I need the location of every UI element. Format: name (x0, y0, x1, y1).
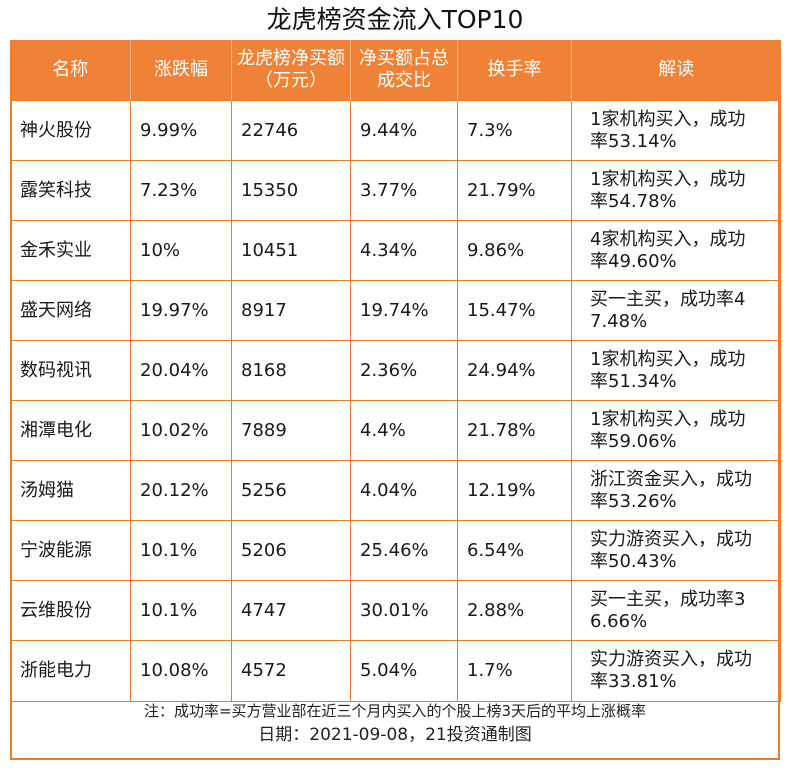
net-buy-ratio-cell: 25.46% (350, 520, 458, 581)
net-buy-cell: 7889 (231, 400, 351, 461)
change-cell: 10.1% (130, 580, 232, 641)
table-row: 宁波能源 10.1% 5206 25.46% 6.54% 实力游资买入，成功率50.43% (10, 520, 781, 581)
turnover-cell: 24.94% (457, 340, 572, 401)
interpretation-cell: 买一主买，成功率36.66% (571, 580, 781, 641)
stock-name-cell: 露笑科技 (10, 160, 131, 221)
footnote: 注：成功率=买方营业部在近三个月内买入的个股上榜3天后的平均上涨概率 (143, 702, 647, 720)
stock-name-cell: 盛天网络 (10, 280, 131, 341)
interpretation-cell: 1家机构买入，成功率54.78% (571, 160, 781, 221)
net-buy-ratio-cell: 9.44% (350, 100, 458, 161)
footer: 注：成功率=买方营业部在近三个月内买入的个股上榜3天后的平均上涨概率 日期：20… (12, 700, 778, 748)
column-header-interpretation: 解读 (571, 40, 781, 101)
net-buy-ratio-cell: 30.01% (350, 580, 458, 641)
table-header-row: 名称 涨跌幅 龙虎榜净买额（万元） 净买额占总成交比 换手率 解读 (10, 40, 781, 101)
stock-name-cell: 湘潭电化 (10, 400, 131, 461)
net-buy-ratio-cell: 4.34% (350, 220, 458, 281)
table-row: 盛天网络 19.97% 8917 19.74% 15.47% 买一主买，成功率47.48% (10, 280, 781, 341)
interpretation-cell: 浙江资金买入，成功率53.26% (571, 460, 781, 521)
net-buy-cell: 15350 (231, 160, 351, 221)
stock-name-cell: 神火股份 (10, 100, 131, 161)
net-buy-cell: 4572 (231, 640, 351, 702)
stock-name-cell: 金禾实业 (10, 220, 131, 281)
stock-name-cell: 浙能电力 (10, 640, 131, 702)
table-row: 数码视讯 20.04% 8168 2.36% 24.94% 1家机构买入，成功率51.34… (10, 340, 781, 401)
stock-name-cell: 汤姆猫 (10, 460, 131, 521)
page-title: 龙虎榜资金流入TOP10 (266, 5, 524, 34)
net-buy-ratio-cell: 5.04% (350, 640, 458, 702)
dragon-tiger-table: 名称 涨跌幅 龙虎榜净买额（万元） 净买额占总成交比 换手率 解读 神火股份 9.… (10, 40, 781, 702)
change-cell: 10.02% (130, 400, 232, 461)
turnover-cell: 21.78% (457, 400, 572, 461)
net-buy-ratio-cell: 4.04% (350, 460, 458, 521)
turnover-cell: 6.54% (457, 520, 572, 581)
table-row: 云维股份 10.1% 4747 30.01% 2.88% 买一主买，成功率36.66% (10, 580, 781, 641)
interpretation-cell: 1家机构买入，成功率53.14% (571, 100, 781, 161)
table-row: 湘潭电化 10.02% 7889 4.4% 21.78% 1家机构买入，成功率59.06% (10, 400, 781, 461)
change-cell: 10% (130, 220, 232, 281)
column-header-name: 名称 (10, 40, 131, 101)
change-cell: 20.12% (130, 460, 232, 521)
turnover-cell: 9.86% (457, 220, 572, 281)
table-row: 露笑科技 7.23% 15350 3.77% 21.79% 1家机构买入，成功率54.78… (10, 160, 781, 221)
change-cell: 10.08% (130, 640, 232, 702)
interpretation-cell: 4家机构买入，成功率49.60% (571, 220, 781, 281)
stock-name-cell: 云维股份 (10, 580, 131, 641)
column-header-net-buy: 龙虎榜净买额（万元） (231, 40, 351, 101)
date-credit: 日期：2021-09-08，21投资通制图 (258, 725, 532, 745)
change-cell: 7.23% (130, 160, 232, 221)
column-header-change: 涨跌幅 (130, 40, 232, 101)
turnover-cell: 7.3% (457, 100, 572, 161)
net-buy-cell: 5256 (231, 460, 351, 521)
interpretation-cell: 实力游资买入，成功率33.81% (571, 640, 781, 702)
net-buy-ratio-cell: 3.77% (350, 160, 458, 221)
turnover-cell: 15.47% (457, 280, 572, 341)
net-buy-cell: 4747 (231, 580, 351, 641)
stock-name-cell: 数码视讯 (10, 340, 131, 401)
net-buy-ratio-cell: 4.4% (350, 400, 458, 461)
turnover-cell: 21.79% (457, 160, 572, 221)
net-buy-ratio-cell: 19.74% (350, 280, 458, 341)
interpretation-cell: 实力游资买入，成功率50.43% (571, 520, 781, 581)
stock-name-cell: 宁波能源 (10, 520, 131, 581)
column-header-net-buy-ratio: 净买额占总成交比 (350, 40, 458, 101)
turnover-cell: 1.7% (457, 640, 572, 702)
table-body: 神火股份 9.99% 22746 9.44% 7.3% 1家机构买入，成功率53.14% 露… (10, 100, 781, 702)
net-buy-ratio-cell: 2.36% (350, 340, 458, 401)
table-row: 金禾实业 10% 10451 4.34% 9.86% 4家机构买入，成功率49.60% (10, 220, 781, 281)
turnover-cell: 2.88% (457, 580, 572, 641)
table-row: 汤姆猫 20.12% 5256 4.04% 12.19% 浙江资金买入，成功率53.26% (10, 460, 781, 521)
table-row: 神火股份 9.99% 22746 9.44% 7.3% 1家机构买入，成功率53.14% (10, 100, 781, 161)
change-cell: 10.1% (130, 520, 232, 581)
change-cell: 19.97% (130, 280, 232, 341)
change-cell: 9.99% (130, 100, 232, 161)
column-header-turnover: 换手率 (457, 40, 572, 101)
net-buy-cell: 8917 (231, 280, 351, 341)
interpretation-cell: 1家机构买入，成功率59.06% (571, 400, 781, 461)
interpretation-cell: 1家机构买入，成功率51.34% (571, 340, 781, 401)
net-buy-cell: 5206 (231, 520, 351, 581)
interpretation-cell: 买一主买，成功率47.48% (571, 280, 781, 341)
turnover-cell: 12.19% (457, 460, 572, 521)
net-buy-cell: 10451 (231, 220, 351, 281)
change-cell: 20.04% (130, 340, 232, 401)
table-row: 浙能电力 10.08% 4572 5.04% 1.7% 实力游资买入，成功率33.81% (10, 640, 781, 702)
net-buy-cell: 22746 (231, 100, 351, 161)
net-buy-cell: 8168 (231, 340, 351, 401)
